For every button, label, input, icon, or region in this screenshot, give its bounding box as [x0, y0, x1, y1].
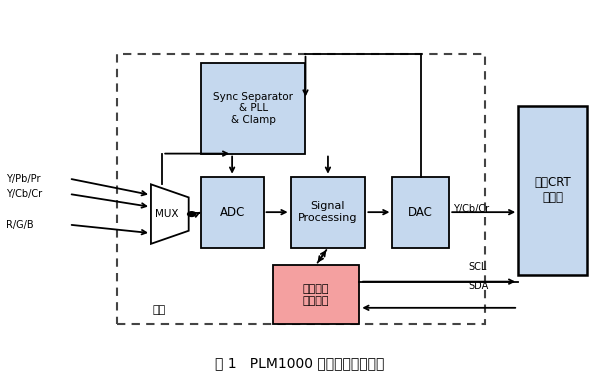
Bar [201, 63, 305, 154]
Text: Y/Pb/Pr: Y/Pb/Pr [6, 174, 41, 184]
Bar [117, 54, 485, 324]
Bar [201, 177, 264, 248]
Text: 普通CRT
电视机: 普通CRT 电视机 [534, 176, 571, 204]
Text: Y/Cb/Cr: Y/Cb/Cr [6, 189, 42, 199]
Text: Sync Separator
& PLL
& Clamp: Sync Separator & PLL & Clamp [213, 92, 293, 125]
Bar [392, 177, 449, 248]
Text: Signal
Processing: Signal Processing [298, 201, 358, 223]
Text: 通用串行
总线接口: 通用串行 总线接口 [302, 284, 329, 306]
Text: SCL: SCL [468, 262, 487, 272]
Text: MUX: MUX [155, 209, 179, 219]
Text: SDA: SDA [468, 281, 489, 291]
Text: ADC: ADC [219, 206, 245, 218]
Text: 图 1   PLM1000 应用系统设计框图: 图 1 PLM1000 应用系统设计框图 [215, 356, 384, 370]
Bar [273, 265, 359, 324]
Text: Y/Cb/Cr: Y/Cb/Cr [453, 204, 489, 214]
Text: R/G/B: R/G/B [6, 220, 34, 230]
Text: 芯片: 芯片 [153, 305, 166, 315]
Bar [518, 106, 587, 275]
Bar [291, 177, 365, 248]
Text: DAC: DAC [409, 206, 433, 218]
Polygon shape [151, 184, 189, 244]
Circle shape [187, 211, 196, 217]
